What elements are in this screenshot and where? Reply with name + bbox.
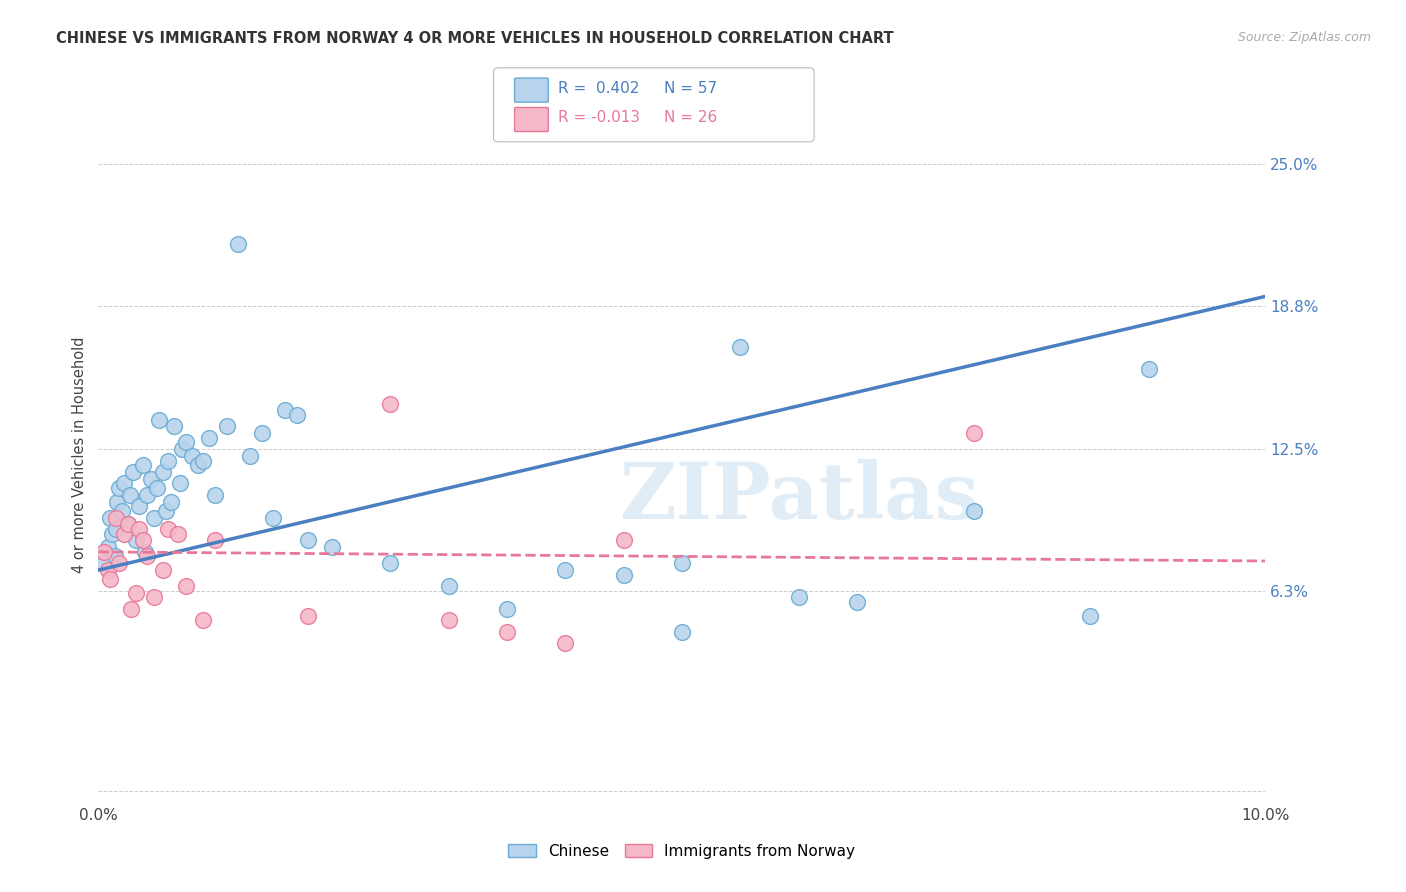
Point	[122, 465, 145, 479]
Point	[125, 586, 148, 600]
Text: CHINESE VS IMMIGRANTS FROM NORWAY 4 OR MORE VEHICLES IN HOUSEHOLD CORRELATION CH: CHINESE VS IMMIGRANTS FROM NORWAY 4 OR M…	[56, 31, 894, 46]
Point	[285, 408, 308, 422]
Point	[120, 602, 142, 616]
Point	[125, 533, 148, 548]
Point	[437, 579, 460, 593]
Point	[117, 517, 139, 532]
Point	[152, 465, 174, 479]
Point	[204, 533, 226, 548]
Point	[132, 533, 155, 548]
Point	[108, 556, 131, 570]
Point	[174, 579, 197, 593]
Point	[297, 608, 319, 623]
Point	[148, 412, 170, 426]
Point	[845, 595, 868, 609]
Point	[612, 533, 634, 548]
Point	[128, 522, 150, 536]
Point	[166, 526, 188, 541]
Point	[159, 494, 181, 508]
Point	[112, 476, 135, 491]
Point	[378, 556, 402, 570]
Point	[98, 510, 121, 524]
Point	[143, 510, 166, 524]
Point	[787, 591, 810, 605]
Point	[97, 541, 120, 555]
Point	[98, 572, 121, 586]
Point	[612, 567, 634, 582]
Text: N = 57: N = 57	[664, 81, 717, 95]
Point	[104, 549, 127, 564]
Point	[163, 419, 186, 434]
Point	[671, 624, 693, 639]
Point	[101, 526, 124, 541]
Point	[172, 442, 194, 457]
Point	[169, 476, 191, 491]
Point	[134, 545, 156, 559]
Point	[93, 556, 115, 570]
Point	[228, 236, 250, 251]
Point	[204, 488, 226, 502]
Point	[193, 613, 215, 627]
Point	[139, 472, 162, 486]
Point	[962, 426, 984, 441]
Point	[1137, 362, 1160, 376]
Point	[180, 449, 202, 463]
Point	[157, 522, 180, 536]
Point	[262, 510, 284, 524]
Point	[378, 396, 402, 410]
Text: R = -0.013: R = -0.013	[558, 111, 640, 125]
Point	[136, 488, 159, 502]
Point	[97, 563, 120, 577]
Point	[152, 563, 174, 577]
Point	[105, 494, 128, 508]
Point	[198, 431, 221, 445]
Point	[321, 541, 343, 555]
Point	[111, 504, 134, 518]
Point	[143, 591, 166, 605]
Text: R =  0.402: R = 0.402	[558, 81, 640, 95]
Point	[118, 488, 141, 502]
Point	[297, 533, 319, 548]
Point	[174, 435, 197, 450]
Point	[93, 545, 115, 559]
Point	[554, 636, 576, 650]
Point	[187, 458, 209, 473]
Point	[554, 563, 576, 577]
Text: N = 26: N = 26	[664, 111, 717, 125]
Point	[730, 340, 752, 354]
Point	[1080, 608, 1102, 623]
Point	[250, 426, 273, 441]
Point	[193, 453, 215, 467]
Y-axis label: 4 or more Vehicles in Household: 4 or more Vehicles in Household	[72, 336, 87, 574]
Point	[104, 522, 127, 536]
Point	[155, 504, 177, 518]
Point	[104, 510, 127, 524]
Point	[437, 613, 460, 627]
Point	[215, 419, 238, 434]
Point	[239, 449, 262, 463]
Point	[112, 526, 135, 541]
Point	[136, 549, 159, 564]
Text: ZIPatlas: ZIPatlas	[619, 458, 979, 534]
Point	[495, 602, 517, 616]
Legend: Chinese, Immigrants from Norway: Chinese, Immigrants from Norway	[502, 838, 862, 864]
Point	[671, 556, 693, 570]
Point	[108, 481, 131, 495]
Point	[274, 403, 297, 417]
Point	[146, 481, 169, 495]
Point	[117, 517, 139, 532]
Text: Source: ZipAtlas.com: Source: ZipAtlas.com	[1237, 31, 1371, 45]
Point	[962, 504, 984, 518]
Point	[132, 458, 155, 473]
Point	[128, 500, 150, 514]
Point	[495, 624, 517, 639]
Point	[157, 453, 180, 467]
